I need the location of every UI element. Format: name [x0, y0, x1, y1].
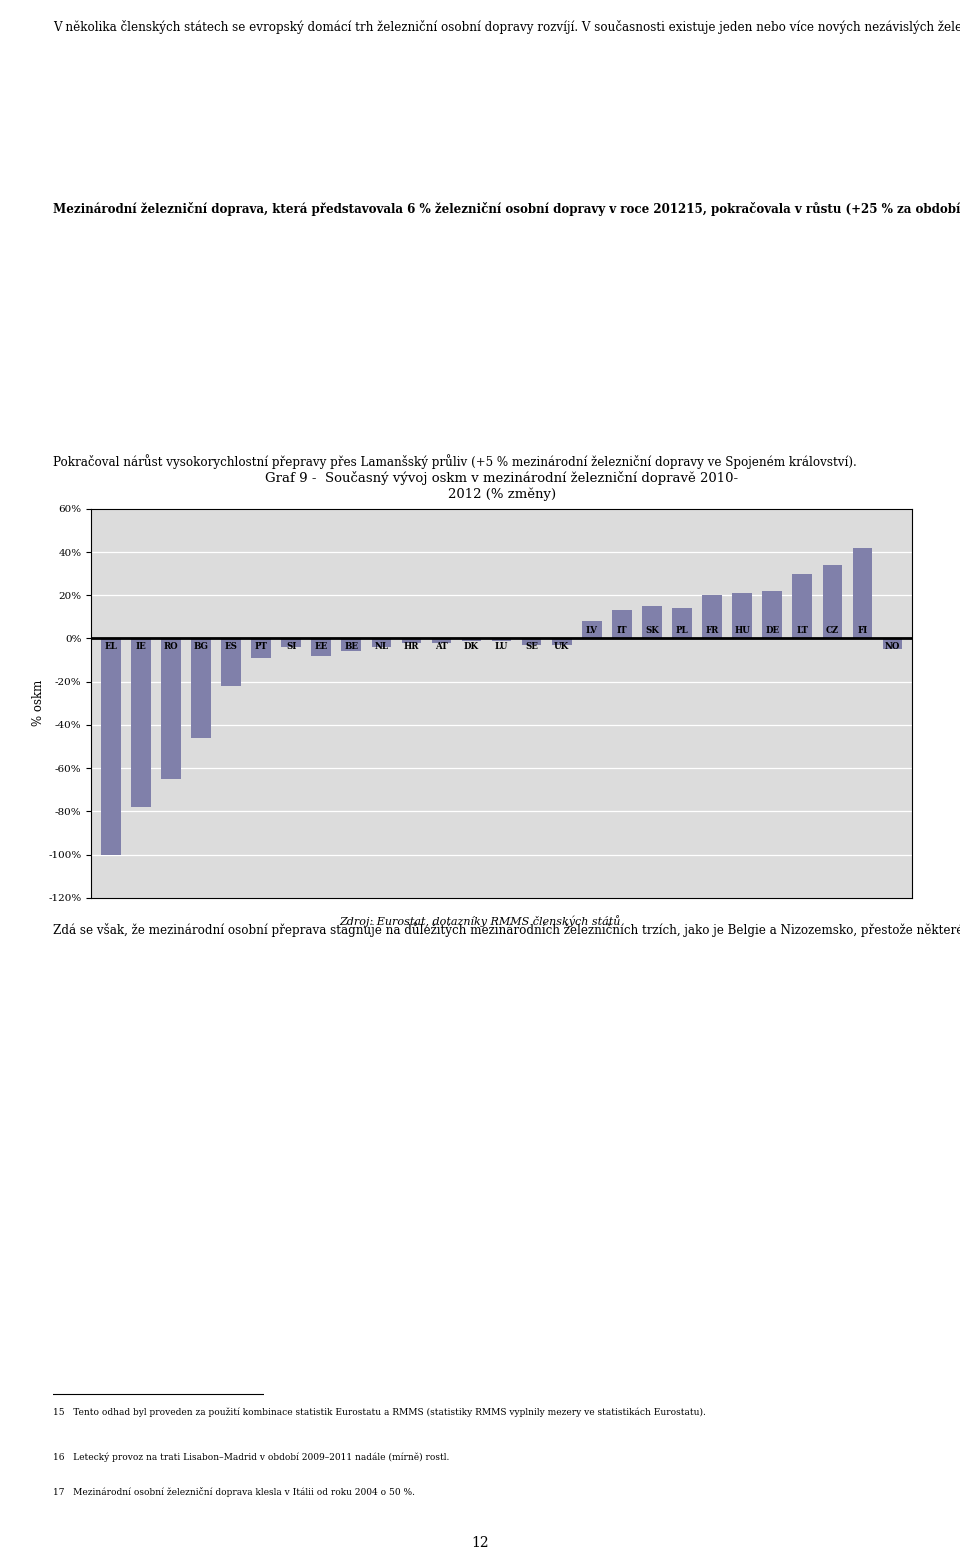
Text: SK: SK — [645, 626, 659, 635]
Text: CZ: CZ — [826, 626, 839, 635]
Text: 15   Tento odhad byl proveden za použití kombinace statistik Eurostatu a RMMS (s: 15 Tento odhad byl proveden za použití k… — [53, 1407, 706, 1418]
Bar — [342, 638, 361, 652]
Bar — [522, 638, 541, 646]
Text: HU: HU — [734, 626, 750, 635]
Text: 16   Letecký provoz na trati Lisabon–Madrid v období 2009–2011 nadále (mírně) ro: 16 Letecký provoz na trati Lisabon–Madri… — [53, 1452, 449, 1461]
Text: IE: IE — [135, 641, 146, 650]
Bar — [882, 638, 902, 649]
Text: IT: IT — [616, 626, 627, 635]
Text: V několika členských státech se evropský domácí trh železniční osobní dopravy ro: V několika členských státech se evropský… — [53, 19, 960, 34]
Text: FR: FR — [706, 626, 719, 635]
Bar — [642, 607, 661, 638]
Bar — [221, 638, 241, 686]
Text: AT: AT — [435, 641, 448, 650]
Bar — [672, 608, 692, 638]
Bar — [852, 548, 873, 638]
Title: Graf 9 -  Současný vývoj oskm v mezinárodní železniční dopravě 2010-
2012 (% změ: Graf 9 - Současný vývoj oskm v mezinárod… — [265, 471, 738, 501]
Text: Zdroj: Eurostat, dotazníky RMMS členských států: Zdroj: Eurostat, dotazníky RMMS členskýc… — [339, 915, 621, 927]
Text: NL: NL — [374, 641, 389, 650]
Text: LU: LU — [495, 641, 508, 650]
Text: BG: BG — [194, 641, 208, 650]
Text: LV: LV — [586, 626, 598, 635]
Bar — [281, 638, 300, 647]
Y-axis label: % oskm: % oskm — [33, 680, 45, 727]
Bar — [432, 638, 451, 643]
Text: SE: SE — [525, 641, 539, 650]
Text: RO: RO — [163, 641, 179, 650]
Bar — [161, 638, 180, 780]
Text: 17   Mezinárodní osobní železniční doprava klesla v Itálii od roku 2004 o 50 %.: 17 Mezinárodní osobní železniční doprava… — [53, 1488, 415, 1497]
Text: Zdá se však, že mezinárodní osobní přeprava stagnuje na důležitých mezinárodních: Zdá se však, že mezinárodní osobní přepr… — [53, 921, 960, 937]
Bar — [372, 638, 391, 647]
Text: BE: BE — [345, 641, 358, 650]
Text: FI: FI — [857, 626, 868, 635]
Text: EE: EE — [315, 641, 327, 650]
Bar — [703, 596, 722, 638]
Text: Pokračoval nárůst vysokorychlostní přepravy přes Lamanšský průliv (+5 % mezináro: Pokračoval nárůst vysokorychlostní přepr… — [53, 454, 856, 470]
Text: ES: ES — [225, 641, 237, 650]
Text: DK: DK — [464, 641, 479, 650]
Text: PL: PL — [676, 626, 688, 635]
Bar — [462, 638, 481, 641]
Text: SI: SI — [286, 641, 297, 650]
Bar — [311, 638, 331, 655]
Text: EL: EL — [105, 641, 117, 650]
Bar — [793, 574, 812, 638]
Bar — [732, 593, 752, 638]
Bar — [101, 638, 121, 854]
Bar — [191, 638, 210, 738]
Bar — [252, 638, 271, 658]
Bar — [552, 638, 571, 646]
Bar — [762, 591, 782, 638]
Text: Mezinárodní železniční doprava, která představovala 6 % železniční osobní doprav: Mezinárodní železniční doprava, která př… — [53, 202, 960, 216]
Bar — [492, 638, 512, 641]
Text: LT: LT — [796, 626, 808, 635]
Text: HR: HR — [404, 641, 420, 650]
Bar — [401, 638, 421, 643]
Bar — [612, 610, 632, 638]
Bar — [823, 565, 842, 638]
Text: UK: UK — [554, 641, 569, 650]
Bar — [582, 621, 602, 638]
Text: PT: PT — [254, 641, 268, 650]
Bar — [131, 638, 151, 808]
Text: DE: DE — [765, 626, 780, 635]
Text: NO: NO — [885, 641, 900, 650]
Text: 12: 12 — [471, 1536, 489, 1550]
